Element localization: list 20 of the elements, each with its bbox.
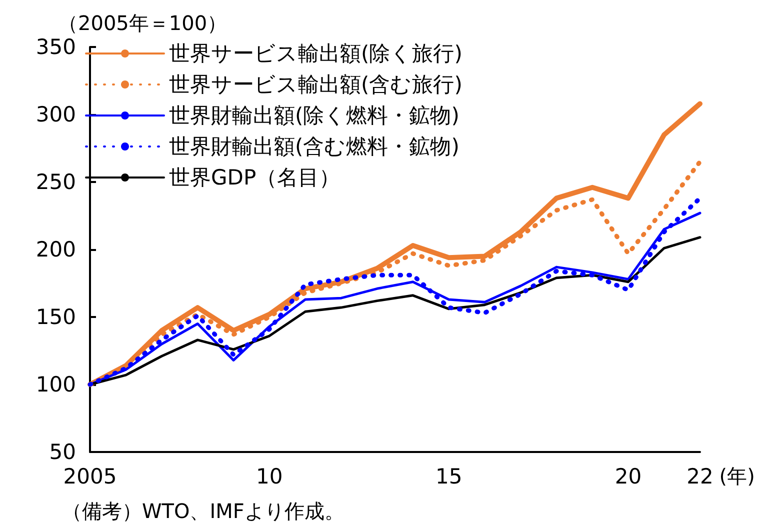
text: （備考）WTO、IMFより作成。 [62,499,344,523]
x-tick-label: 10 [256,464,283,488]
legend-label: 世界GDP（名目） [169,166,340,190]
y-tick-label: 50 [49,440,76,464]
y-tick-label: 300 [36,102,76,126]
y-tick-label: 200 [36,238,76,262]
y-axis-title: （2005年＝100） [58,11,228,35]
legend-label: 世界財輸出額(含む燃料・鉱物) [169,134,460,158]
y-tick-label: 250 [36,170,76,194]
y-tick-label: 100 [36,372,76,396]
legend-label: 世界サービス輸出額(含む旅行) [169,72,462,96]
x-tick-label: 22 [686,464,714,488]
y-tick-label: 150 [36,305,76,329]
legend-label: 世界財輸出額(除く燃料・鉱物) [169,104,460,128]
x-tick-label: 20 [614,464,642,488]
y-tick-label: 350 [36,35,76,59]
x-tick-label: 15 [435,464,462,488]
x-axis-title: (年) [719,464,755,488]
legend-label: 世界サービス輸出額(除く旅行) [169,42,462,66]
x-tick-label: 2005 [63,464,117,488]
